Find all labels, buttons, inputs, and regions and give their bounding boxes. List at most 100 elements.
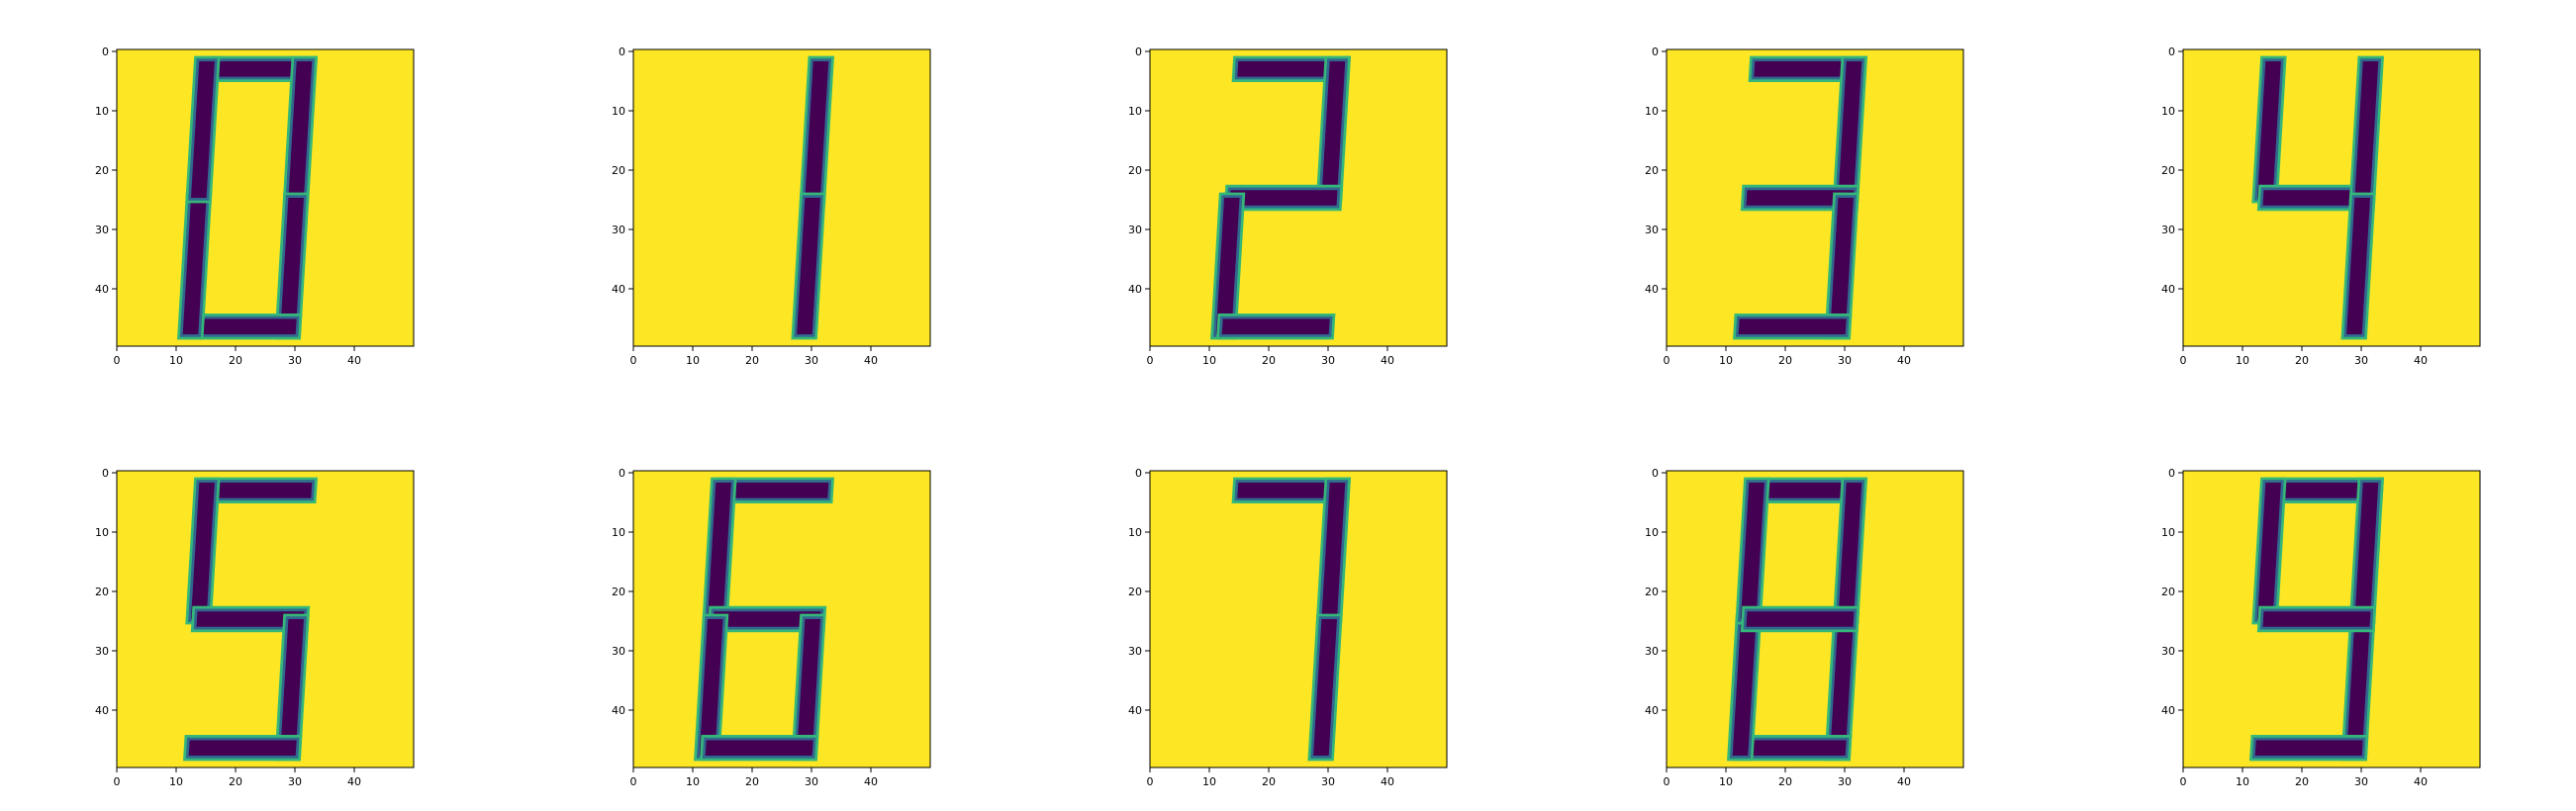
segment-b [805, 61, 829, 198]
y-tick-label: 40 [2161, 704, 2175, 717]
x-tick-label: 10 [1202, 354, 1216, 367]
segment-g [2262, 611, 2371, 627]
digit-panel-0: 0 10 20 30 40 0 10 20 30 40 [87, 40, 503, 386]
x-tick-label: 10 [169, 354, 183, 367]
digit-panel-9: 0 10 20 30 40 0 10 20 30 40 [2153, 461, 2569, 807]
digit-image-3: 0 10 20 30 40 0 10 20 30 40 [1645, 45, 1964, 367]
y-tick-label: 40 [2161, 283, 2175, 296]
segment-e [1215, 198, 1240, 334]
image-background [633, 49, 930, 346]
segment-c [1830, 619, 1854, 756]
x-tick-label: 30 [805, 775, 818, 788]
x-tick-label: 20 [2295, 354, 2309, 367]
segment-a [1237, 61, 1346, 77]
digit-panel-4: 0 10 20 30 40 0 10 20 30 40 [2153, 40, 2569, 386]
segment-a [204, 61, 313, 77]
y-tick-label: 0 [1135, 467, 1142, 480]
image-background [1150, 471, 1447, 767]
segment-e [1732, 619, 1757, 756]
y-tick-label: 40 [95, 704, 109, 717]
x-tick-label: 40 [1897, 354, 1911, 367]
y-tick-label: 40 [1128, 283, 1142, 296]
digit-panel-6: 0 10 20 30 40 0 10 20 30 40 [604, 461, 1019, 807]
y-tick-label: 30 [612, 224, 625, 236]
axes-frame [2182, 470, 2481, 768]
x-tick-label: 30 [288, 775, 302, 788]
segment-f [1741, 483, 1765, 619]
digit-panel-2: 0 10 20 30 40 0 10 20 30 40 [1120, 40, 1536, 386]
y-tick-label: 10 [2161, 526, 2175, 539]
digit-image-9: 0 10 20 30 40 0 10 20 30 40 [2161, 467, 2481, 788]
x-tick-label: 0 [1147, 354, 1154, 367]
x-tick-label: 40 [1381, 354, 1394, 367]
y-tick-label: 40 [95, 283, 109, 296]
x-tick-label: 40 [2414, 354, 2428, 367]
y-tick-label: 0 [1652, 45, 1659, 58]
segment-c [2346, 619, 2370, 756]
y-tick-label: 10 [2161, 105, 2175, 118]
segment-g [1229, 190, 1338, 206]
axes-frame [1149, 48, 1448, 347]
x-tick-label: 20 [2295, 775, 2309, 788]
segment-g [713, 611, 821, 627]
x-tick-label: 40 [864, 775, 878, 788]
y-tick-label: 0 [1135, 45, 1142, 58]
y-tick-label: 40 [1645, 283, 1659, 296]
x-tick-label: 40 [347, 775, 361, 788]
x-tick-label: 40 [2414, 775, 2428, 788]
segment-d [2254, 740, 2363, 756]
axes-frame [116, 48, 415, 347]
axes-frame [116, 470, 415, 768]
segment-a [1754, 483, 1862, 498]
axes-frame [1149, 470, 1448, 768]
y-tick-label: 10 [612, 105, 625, 118]
x-tick-label: 0 [1664, 775, 1670, 788]
segment-c [797, 198, 820, 334]
y-tick-label: 30 [2161, 224, 2175, 236]
segment-e [182, 198, 207, 334]
y-tick-label: 20 [2161, 164, 2175, 177]
y-tick-label: 40 [1645, 704, 1659, 717]
axes-frame [632, 470, 931, 768]
segment-b [1321, 61, 1346, 198]
x-tick-label: 0 [1147, 775, 1154, 788]
digit-image-6: 0 10 20 30 40 0 10 20 30 40 [612, 467, 931, 788]
segment-f [2257, 483, 2281, 619]
y-tick-label: 10 [1645, 526, 1659, 539]
segment-g [196, 611, 305, 627]
x-tick-label: 30 [1838, 775, 1852, 788]
y-tick-label: 10 [1128, 526, 1142, 539]
y-tick-label: 30 [1128, 645, 1142, 658]
segment-b [2354, 61, 2379, 198]
digit-panel-8: 0 10 20 30 40 0 10 20 30 40 [1637, 461, 2052, 807]
y-tick-label: 0 [102, 467, 109, 480]
y-tick-label: 20 [2161, 586, 2175, 598]
segment-c [280, 198, 304, 334]
x-tick-label: 20 [1778, 354, 1792, 367]
y-tick-label: 20 [1128, 164, 1142, 177]
x-tick-label: 40 [1381, 775, 1394, 788]
x-tick-label: 40 [347, 354, 361, 367]
y-tick-label: 10 [612, 526, 625, 539]
axes-frame [1666, 470, 1964, 768]
segment-g [1746, 611, 1855, 627]
x-tick-label: 10 [169, 775, 183, 788]
segment-a [2270, 483, 2379, 498]
x-tick-label: 30 [1838, 354, 1852, 367]
segment-c [1830, 198, 1854, 334]
y-tick-label: 0 [619, 45, 625, 58]
x-tick-label: 30 [805, 354, 818, 367]
x-tick-label: 0 [114, 354, 121, 367]
digit-panel-5: 0 10 20 30 40 0 10 20 30 40 [87, 461, 503, 807]
segment-f [191, 61, 215, 198]
y-tick-label: 20 [95, 164, 109, 177]
segment-a [1754, 61, 1862, 77]
x-tick-label: 30 [288, 354, 302, 367]
x-tick-label: 20 [229, 775, 242, 788]
x-tick-label: 0 [630, 354, 637, 367]
y-tick-label: 40 [612, 283, 625, 296]
segment-b [1838, 483, 1862, 619]
segment-f [191, 483, 215, 619]
x-tick-label: 30 [1321, 775, 1335, 788]
